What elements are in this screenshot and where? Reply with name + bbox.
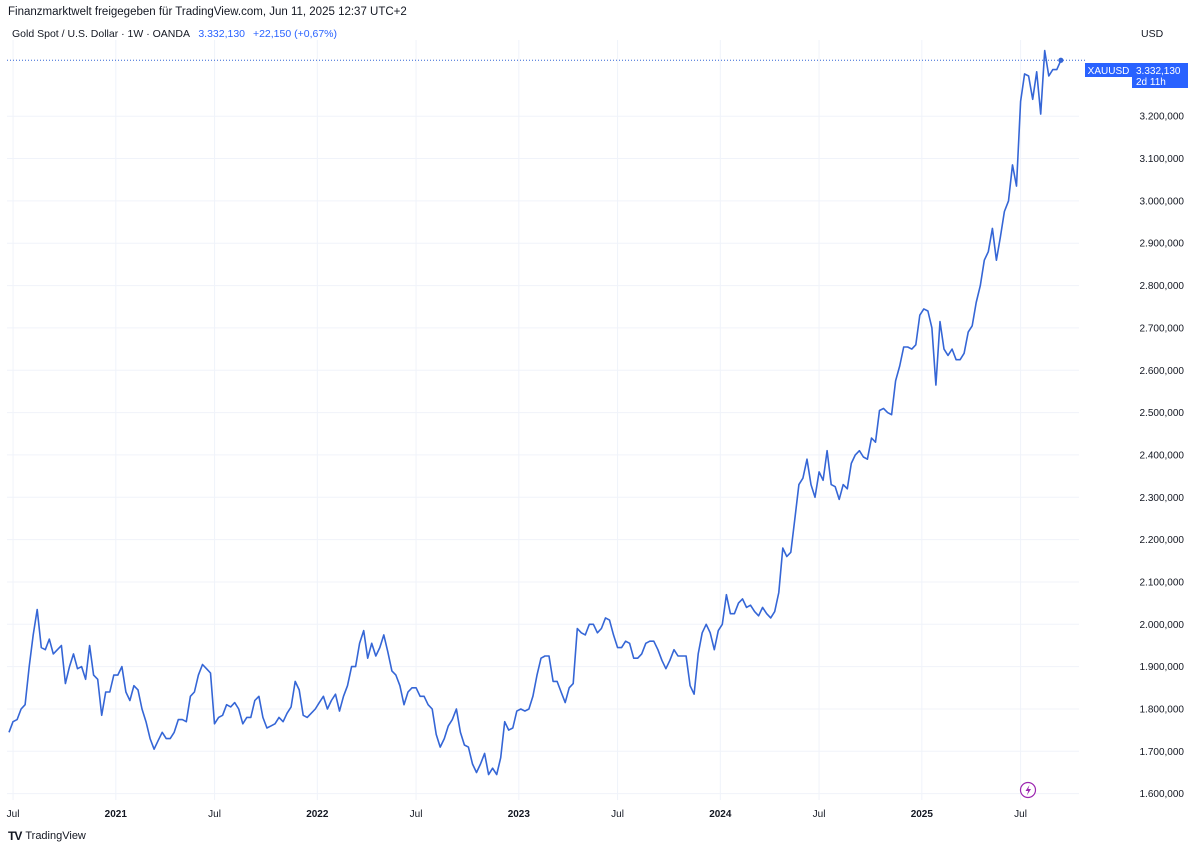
currency-label[interactable]: USD — [1141, 28, 1164, 40]
lightning-icon[interactable] — [1019, 781, 1037, 799]
y-tick-label: 3.000,000 — [1140, 196, 1185, 207]
y-tick-label: 2.600,000 — [1140, 366, 1185, 377]
x-tick-label: Jul — [208, 809, 221, 820]
y-tick-label: 1.800,000 — [1140, 704, 1185, 715]
tradingview-logo[interactable]: TV TradingView — [8, 829, 86, 843]
price-tag-value: 3.332,130 — [1136, 66, 1181, 77]
x-tick-label: 2023 — [508, 809, 531, 820]
price-change: +22,150 (+0,67%) — [252, 28, 338, 40]
price-tag-value-bg — [1132, 63, 1188, 88]
y-tick-label: 2.900,000 — [1140, 239, 1185, 250]
y-tick-label: 3.200,000 — [1140, 112, 1185, 123]
x-tick-label: Jul — [410, 809, 423, 820]
y-tick-label: 1.600,000 — [1140, 789, 1185, 800]
y-tick-label: 2.800,000 — [1140, 281, 1185, 292]
x-tick-label: Jul — [813, 809, 826, 820]
price-tag[interactable]: XAUUSD 3.332,130 2d 11h — [1085, 63, 1188, 88]
y-tick-label: 2.500,000 — [1140, 408, 1185, 419]
symbol-info: Gold Spot / U.S. Dollar · 1W · OANDA 3.3… — [12, 28, 337, 40]
x-tick-label: 2022 — [306, 809, 329, 820]
last-price: 3.332,130 — [198, 28, 246, 40]
y-tick-label: 3.100,000 — [1140, 154, 1185, 165]
x-tick-label: Jul — [7, 809, 20, 820]
y-tick-label: 1.700,000 — [1140, 747, 1185, 758]
x-tick-label: Jul — [1014, 809, 1027, 820]
y-tick-label: 2.700,000 — [1140, 323, 1185, 334]
tradingview-brand: TradingView — [25, 830, 86, 842]
symbol-description[interactable]: Gold Spot / U.S. Dollar · 1W · OANDA — [12, 28, 190, 40]
price-series-line — [8, 49, 1062, 776]
y-tick-label: 2.400,000 — [1140, 450, 1185, 461]
y-tick-label: 2.000,000 — [1140, 620, 1185, 631]
last-price-dot — [1058, 57, 1064, 63]
price-tag-ticker-bg — [1085, 63, 1132, 77]
grid-lines — [7, 40, 1079, 800]
price-tag-countdown: 2d 11h — [1136, 77, 1166, 88]
y-tick-label: 1.900,000 — [1140, 662, 1185, 673]
price-tag-ticker: XAUUSD — [1088, 66, 1130, 77]
x-tick-label: 2025 — [911, 809, 934, 820]
x-axis-labels: Jul 2021 Jul 2022 Jul 2023 Jul 2024 Jul 2025 Jul — [7, 809, 1027, 820]
y-tick-label: 2.300,000 — [1140, 493, 1185, 504]
tradingview-logo-icon: TV — [8, 829, 22, 843]
y-tick-label: 2.100,000 — [1140, 577, 1185, 588]
x-tick-label: 2024 — [709, 809, 732, 820]
x-tick-label: 2021 — [105, 809, 128, 820]
y-tick-label: 2.200,000 — [1140, 535, 1185, 546]
x-tick-label: Jul — [611, 809, 624, 820]
y-axis-labels: 1.600,000 1.700,000 1.800,000 1.900,000 2.00… — [1140, 112, 1185, 800]
chart-source-line: Finanzmarktwelt freigegeben für TradingV… — [8, 6, 407, 18]
